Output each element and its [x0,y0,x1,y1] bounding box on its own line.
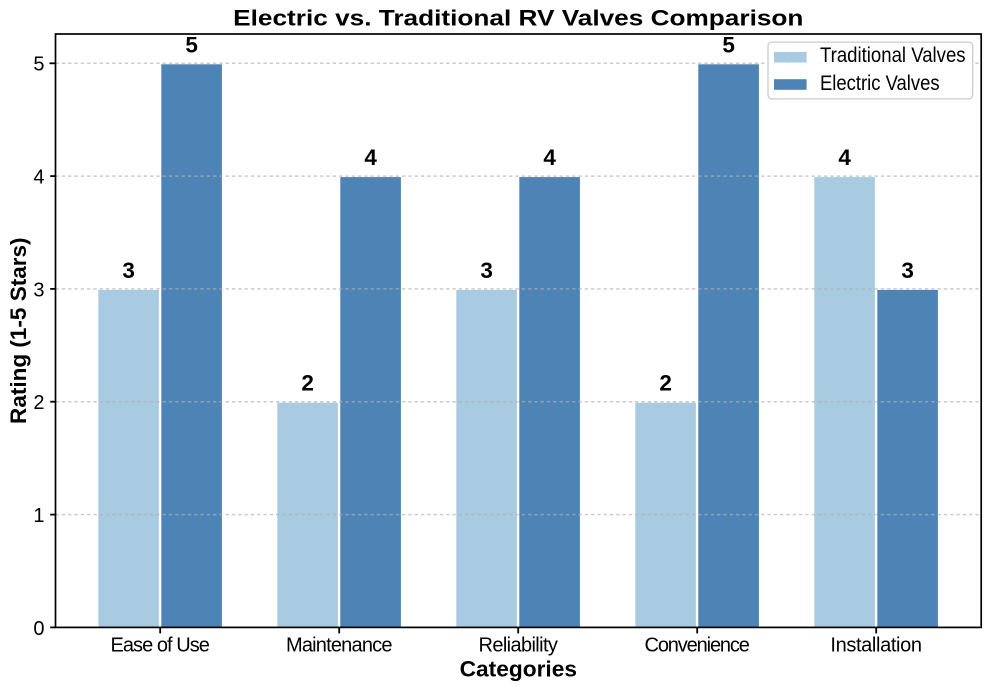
svg-text:5: 5 [722,32,735,57]
svg-text:4: 4 [543,145,556,170]
svg-text:4: 4 [364,145,377,170]
svg-text:3: 3 [122,258,135,283]
svg-text:2: 2 [33,392,44,414]
svg-text:Ease of Use: Ease of Use [111,635,210,657]
svg-text:5: 5 [33,54,44,76]
svg-text:0: 0 [33,618,44,640]
svg-text:Reliability: Reliability [479,635,558,657]
svg-text:1: 1 [33,505,44,527]
svg-text:5: 5 [185,32,198,57]
svg-text:4: 4 [838,145,851,170]
svg-text:Installation: Installation [830,635,922,657]
svg-text:Electric vs. Traditional RV Va: Electric vs. Traditional RV Valves Compa… [233,6,803,31]
svg-text:Rating (1-5 Stars): Rating (1-5 Stars) [6,237,31,424]
svg-text:Traditional Valves: Traditional Valves [820,44,966,67]
svg-text:Categories: Categories [460,657,577,682]
svg-text:3: 3 [480,258,493,283]
svg-text:2: 2 [301,371,314,396]
svg-text:4: 4 [33,167,44,189]
svg-text:Electric Valves: Electric Valves [820,72,940,95]
svg-text:Maintenance: Maintenance [286,635,393,657]
svg-text:Convenience: Convenience [645,635,750,657]
svg-text:3: 3 [33,279,44,301]
svg-text:2: 2 [659,371,672,396]
svg-text:3: 3 [901,258,914,283]
